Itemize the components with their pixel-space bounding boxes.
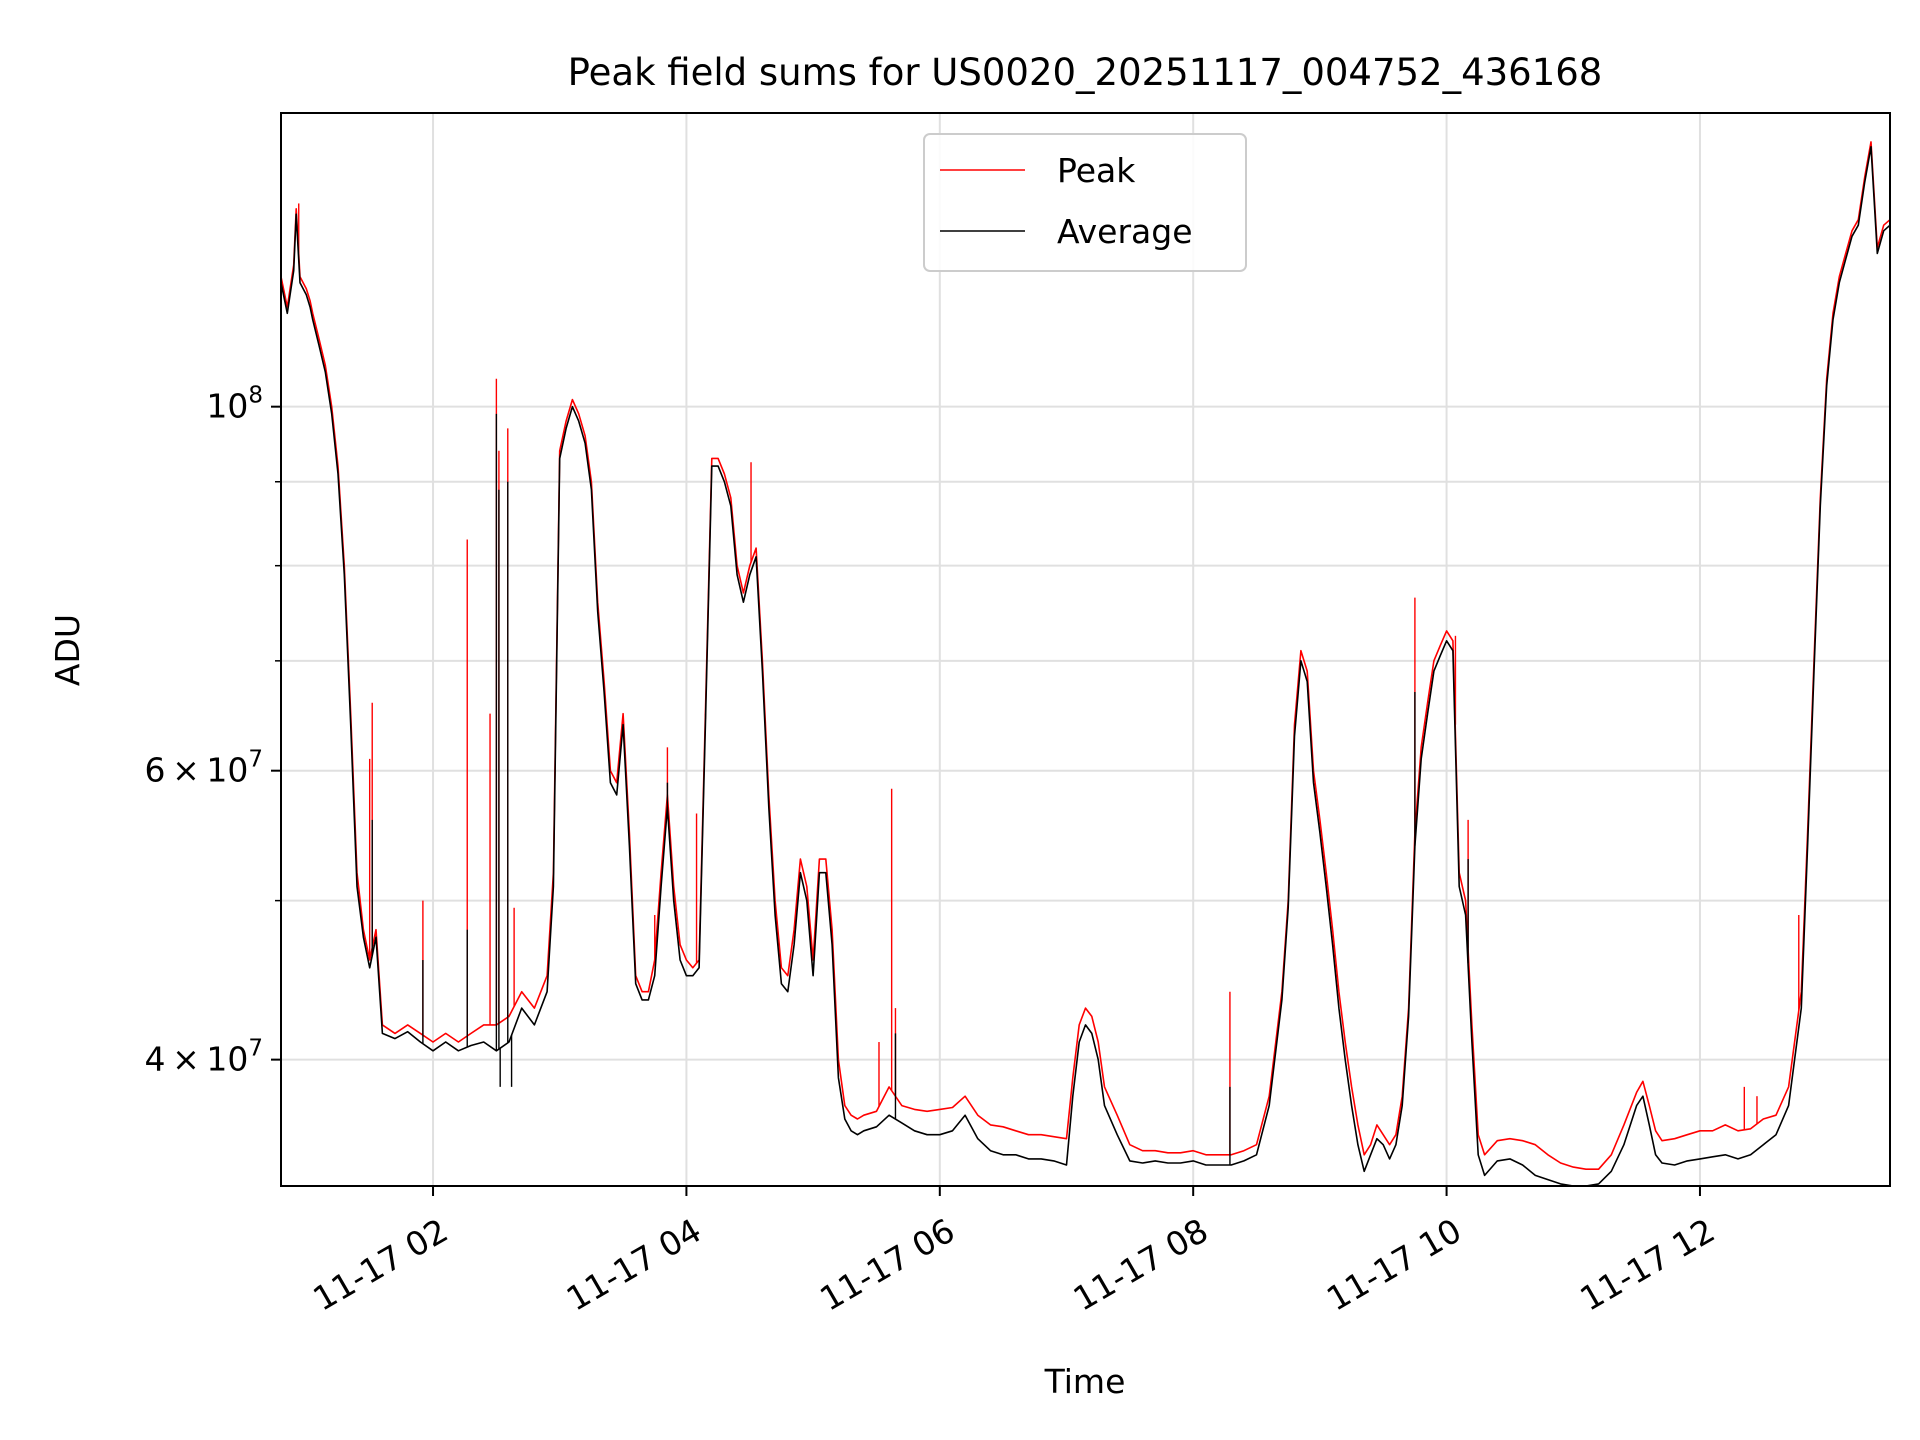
legend: Peak Average xyxy=(923,133,1247,272)
y-tick-exponent: 7 xyxy=(248,1036,263,1062)
series-line-peak xyxy=(280,141,1891,1170)
y-tick-exponent: 7 xyxy=(248,747,263,773)
y-tick-label: 108 xyxy=(206,383,263,426)
plot-frame xyxy=(280,112,1891,1187)
grid-lines xyxy=(281,113,1890,1186)
y-tick-exponent: 8 xyxy=(248,383,263,409)
legend-label-peak: Peak xyxy=(1057,151,1136,190)
x-axis-label: Time xyxy=(1044,1362,1126,1401)
y-tick-mantissa: 6 × 10 xyxy=(145,751,249,790)
chart-title: Peak field sums for US0020_20251117_0047… xyxy=(568,51,1603,94)
plot-series xyxy=(280,141,1891,1187)
series-average xyxy=(280,146,1891,1187)
series-line-average xyxy=(280,146,1891,1187)
y-tick-label: 6 × 107 xyxy=(145,747,263,790)
legend-box xyxy=(923,133,1247,272)
y-tick-base: 10 xyxy=(206,387,248,426)
legend-label-average: Average xyxy=(1057,212,1193,251)
y-tick-mantissa: 4 × 10 xyxy=(145,1040,249,1079)
y-axis-label: ADU xyxy=(48,614,87,686)
y-tick-label: 4 × 107 xyxy=(145,1036,263,1079)
